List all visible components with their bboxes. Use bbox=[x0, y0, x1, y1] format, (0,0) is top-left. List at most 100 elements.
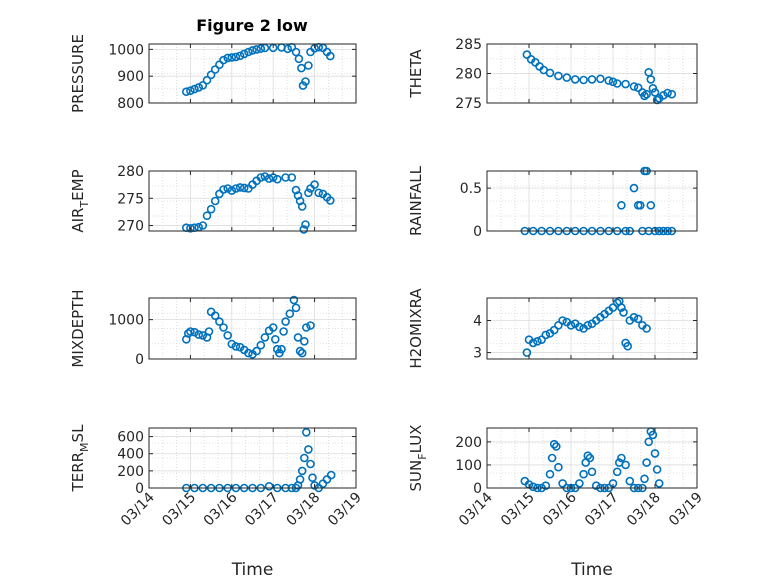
y-tick-label: 270 bbox=[117, 219, 144, 235]
data-point bbox=[623, 341, 633, 351]
data-point bbox=[642, 89, 651, 99]
data-point bbox=[308, 473, 317, 483]
data-point bbox=[633, 314, 643, 324]
data-point bbox=[297, 348, 307, 358]
data-point bbox=[325, 196, 335, 205]
x-tick-label: 03/19 bbox=[325, 490, 365, 530]
subplot-h2omixra: 3 4 H2OMIXRA bbox=[407, 288, 698, 369]
data-point bbox=[612, 298, 622, 308]
subplot-theta: 275 280 285 THETA bbox=[407, 37, 698, 112]
data-point bbox=[554, 320, 563, 330]
x-axis-label: Time bbox=[231, 560, 274, 580]
axes-box bbox=[148, 170, 357, 232]
data-point bbox=[325, 51, 335, 61]
data-point bbox=[223, 331, 232, 340]
y-tick-label: 900 bbox=[117, 69, 144, 85]
data-point bbox=[654, 479, 664, 488]
data-point bbox=[215, 317, 224, 326]
data-point bbox=[194, 83, 203, 92]
data-point bbox=[646, 75, 656, 84]
data-point bbox=[554, 71, 563, 81]
data-point bbox=[231, 52, 241, 62]
data-point bbox=[541, 481, 551, 491]
y-axis-label: AIRTEMP bbox=[69, 169, 91, 232]
x-axis-label: Time bbox=[570, 560, 613, 580]
data-point bbox=[625, 476, 635, 486]
data-point bbox=[314, 188, 324, 198]
axes-box bbox=[486, 427, 698, 489]
data-point bbox=[260, 333, 270, 342]
data-point bbox=[186, 86, 195, 95]
y-tick-label: 0 bbox=[135, 481, 144, 497]
y-tick-label: 600 bbox=[117, 430, 144, 446]
data-point bbox=[235, 51, 245, 61]
subplot-rainfall: 0 0.5 RAINFALL bbox=[407, 165, 698, 240]
data-point bbox=[256, 44, 266, 53]
data-point bbox=[285, 309, 295, 319]
data-point bbox=[297, 202, 307, 211]
data-point bbox=[648, 84, 658, 93]
data-point bbox=[182, 87, 191, 96]
data-point bbox=[283, 44, 293, 54]
data-point bbox=[306, 459, 315, 469]
x-tick-label: 03/16 bbox=[201, 489, 241, 529]
data-point bbox=[652, 465, 662, 474]
data-point bbox=[186, 224, 195, 233]
data-point bbox=[604, 76, 614, 85]
data-point bbox=[621, 79, 630, 89]
data-point bbox=[562, 73, 572, 82]
data-point bbox=[528, 482, 538, 492]
data-point bbox=[612, 79, 622, 88]
data-point bbox=[256, 340, 266, 350]
data-point bbox=[239, 183, 249, 193]
x-tick-label: 03/19 bbox=[666, 490, 706, 530]
data-point bbox=[223, 53, 232, 63]
plot-area bbox=[149, 298, 356, 359]
data-point bbox=[587, 75, 597, 84]
data-point bbox=[227, 53, 237, 62]
data-point bbox=[596, 74, 605, 84]
data-point bbox=[219, 185, 228, 194]
data-point bbox=[541, 330, 551, 340]
data-point bbox=[537, 335, 546, 345]
data-point bbox=[231, 184, 241, 193]
axes-box bbox=[148, 427, 357, 489]
data-point bbox=[646, 201, 656, 210]
data-point bbox=[260, 172, 270, 181]
data-point bbox=[551, 442, 561, 451]
x-tick-label: 03/16 bbox=[540, 489, 580, 529]
data-point bbox=[579, 75, 588, 85]
data-point bbox=[310, 180, 319, 189]
y-tick-label: 1000 bbox=[108, 42, 144, 58]
x-tick-label: 03/18 bbox=[284, 490, 324, 530]
data-point bbox=[297, 466, 307, 476]
data-point bbox=[287, 173, 297, 182]
y-tick-label: 0 bbox=[135, 352, 144, 368]
data-point bbox=[650, 88, 660, 97]
data-point bbox=[223, 184, 232, 193]
data-point bbox=[301, 220, 310, 229]
data-point bbox=[522, 50, 532, 59]
data-point bbox=[566, 320, 576, 330]
data-point bbox=[235, 183, 245, 192]
data-point bbox=[272, 174, 282, 184]
data-point bbox=[617, 453, 626, 463]
y-tick-label: 400 bbox=[117, 447, 144, 463]
data-point bbox=[635, 201, 645, 210]
data-point bbox=[549, 325, 559, 335]
data-point bbox=[579, 469, 588, 479]
data-point bbox=[299, 336, 309, 346]
data-point bbox=[304, 188, 313, 198]
axes-box bbox=[486, 297, 698, 360]
y-tick-label: 275 bbox=[455, 96, 482, 112]
figure-title: Figure 2 low bbox=[196, 16, 308, 35]
data-point bbox=[612, 467, 622, 477]
data-point bbox=[591, 481, 601, 491]
data-point bbox=[289, 295, 299, 305]
data-point bbox=[244, 348, 253, 358]
y-tick-label: 3 bbox=[473, 346, 482, 362]
